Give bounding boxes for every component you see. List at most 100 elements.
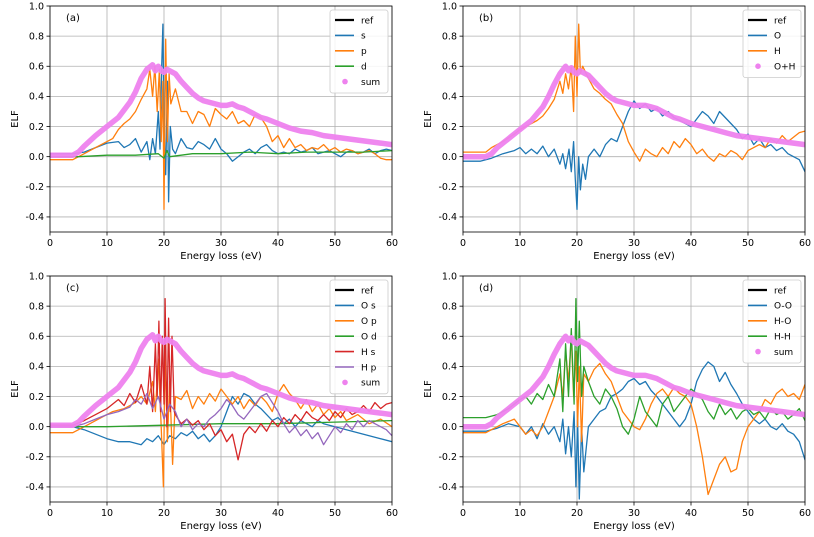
y-tick-label: 0.8: [29, 301, 44, 312]
x-tick-label: 20: [158, 508, 170, 519]
plot-area: [463, 297, 805, 500]
legend-label: sum: [361, 78, 380, 88]
y-tick-label: 0.4: [442, 92, 457, 103]
legend-label: O s: [361, 302, 376, 312]
y-tick-label: 1.0: [442, 1, 457, 12]
legend-label: H s: [361, 348, 376, 358]
plot-area: [50, 23, 392, 211]
series-line-p: [50, 38, 392, 211]
legend: ref O-O H-O H-H sum: [742, 279, 802, 364]
y-tick-label: 0.2: [442, 392, 457, 403]
x-tick-label: 30: [215, 238, 227, 249]
y-tick-label: 0.4: [29, 92, 44, 103]
y-axis-label: ELF: [10, 380, 21, 398]
y-tick-label: 0.2: [442, 122, 457, 133]
x-axis-label: Energy loss (eV): [593, 521, 675, 532]
x-tick-label: 50: [742, 238, 754, 249]
x-axis-label: Energy loss (eV): [180, 521, 262, 532]
legend: ref O s O p O d H s H p sum: [329, 279, 389, 395]
series-line-o-h: [463, 63, 805, 160]
y-tick-label: 0.8: [442, 31, 457, 42]
legend-label: s: [361, 32, 366, 42]
y-tick-label: 0.6: [442, 62, 457, 73]
x-tick-label: 0: [460, 508, 466, 519]
series-line-sum: [50, 332, 392, 428]
x-tick-label: 30: [628, 508, 640, 519]
y-tick-label: 0.4: [29, 362, 44, 373]
legend-label: H-O: [774, 317, 791, 327]
legend-label: H-H: [774, 333, 791, 343]
chart-panel-d: 0 10 20 30 40 50 60 -0.4 -0.2 0.0 0.2 0.4 0.6 0.8 1.0 E…: [423, 271, 811, 532]
series-line-h-s: [50, 297, 392, 461]
y-tick-label: -0.4: [438, 482, 457, 493]
x-tick-label: 60: [386, 508, 398, 519]
x-tick-label: 10: [101, 508, 113, 519]
legend-label: d: [361, 63, 367, 73]
y-tick-label: 0.2: [29, 392, 44, 403]
series-line-o-o: [463, 361, 805, 500]
x-tick-label: 40: [272, 508, 284, 519]
legend-marker-sum: [342, 78, 348, 85]
legend-label: ref: [774, 286, 787, 296]
x-tick-label: 30: [215, 508, 227, 519]
legend-box: [329, 9, 389, 94]
x-tick-label: 20: [571, 508, 583, 519]
series-line-d: [50, 149, 392, 159]
legend-label: ref: [361, 286, 374, 296]
legend-label: H: [774, 47, 781, 57]
y-axis-label: ELF: [423, 380, 434, 398]
series-line-o-s: [50, 392, 392, 446]
y-tick-label: -0.2: [25, 452, 44, 463]
x-tick-label: 60: [386, 238, 398, 249]
legend-label: O+H: [774, 63, 795, 73]
y-tick-label: 0.8: [442, 301, 457, 312]
y-tick-label: 0.0: [29, 422, 44, 433]
series-line-sum: [50, 62, 392, 158]
y-tick-label: 0.6: [442, 332, 457, 343]
x-tick-label: 50: [329, 238, 341, 249]
series-line-o-d: [50, 419, 392, 428]
y-tick-label: -0.2: [438, 452, 457, 463]
x-axis-label: Energy loss (eV): [593, 251, 675, 262]
x-tick-label: 10: [514, 508, 526, 519]
legend-label: sum: [361, 379, 380, 389]
plot-area: [463, 23, 805, 211]
y-tick-label: 0.0: [442, 152, 457, 163]
x-tick-label: 20: [158, 238, 170, 249]
y-axis-label: ELF: [423, 110, 434, 128]
legend: ref OH O+H: [742, 9, 802, 78]
y-tick-label: 1.0: [442, 271, 457, 282]
x-tick-label: 50: [329, 508, 341, 519]
x-tick-label: 0: [460, 238, 466, 249]
panel-label: (c): [66, 283, 79, 294]
legend-label: O-O: [774, 302, 792, 312]
x-tick-label: 40: [685, 508, 697, 519]
x-axis-label: Energy loss (eV): [180, 251, 262, 262]
legend-marker-o-h: [755, 63, 761, 69]
y-tick-label: 0.2: [29, 122, 44, 133]
legend-box: [742, 279, 802, 364]
legend-label: O d: [361, 333, 377, 343]
series-line-h: [463, 23, 805, 162]
y-tick-label: -0.4: [25, 212, 44, 223]
legend-marker-sum: [342, 379, 348, 386]
y-tick-label: 0.8: [29, 31, 44, 42]
legend-label: p: [361, 47, 367, 57]
y-tick-label: 0.0: [442, 422, 457, 433]
chart-panel-a: 0 10 20 30 40 50 60 -0.4 -0.2 0.0 0.2 0.4 0.6 0.8 1.0 E…: [10, 1, 398, 262]
series-line-sum: [463, 333, 805, 430]
legend-label: ref: [361, 16, 374, 26]
legend-label: O: [774, 32, 781, 42]
y-tick-label: -0.2: [438, 182, 457, 193]
series-line-h-o: [463, 335, 805, 496]
y-tick-label: -0.4: [25, 482, 44, 493]
legend-label: H p: [361, 363, 377, 373]
x-tick-label: 0: [47, 238, 53, 249]
y-axis-label: ELF: [10, 110, 21, 128]
x-tick-label: 50: [742, 508, 754, 519]
x-tick-label: 60: [799, 238, 811, 249]
x-tick-label: 10: [101, 238, 113, 249]
x-tick-label: 0: [47, 508, 53, 519]
legend-label: O p: [361, 317, 377, 327]
